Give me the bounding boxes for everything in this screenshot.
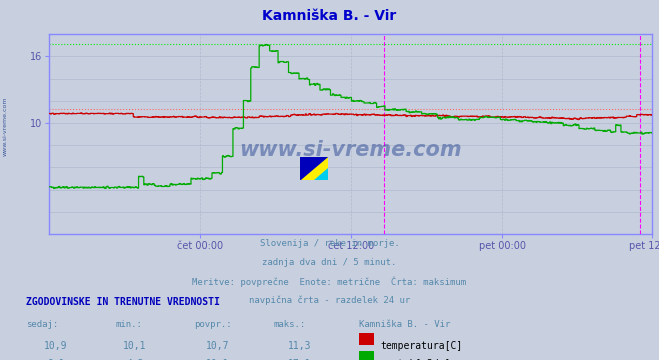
Text: ZGODOVINSKE IN TRENUTNE VREDNOSTI: ZGODOVINSKE IN TRENUTNE VREDNOSTI (26, 297, 220, 307)
Text: 9,1: 9,1 (47, 359, 65, 360)
Text: 10,1: 10,1 (206, 359, 229, 360)
Polygon shape (314, 168, 328, 180)
Text: 11,3: 11,3 (288, 341, 312, 351)
Text: Slovenija / reke in morje.: Slovenija / reke in morje. (260, 239, 399, 248)
Text: www.si-vreme.com: www.si-vreme.com (240, 140, 462, 160)
Text: Meritve: povprečne  Enote: metrične  Črta: maksimum: Meritve: povprečne Enote: metrične Črta:… (192, 277, 467, 287)
Polygon shape (300, 157, 328, 180)
Text: 10,1: 10,1 (123, 341, 147, 351)
Text: sedaj:: sedaj: (26, 320, 59, 329)
Text: zadnja dva dni / 5 minut.: zadnja dva dni / 5 minut. (262, 258, 397, 267)
Text: povpr.:: povpr.: (194, 320, 232, 329)
Text: 10,9: 10,9 (44, 341, 68, 351)
Text: www.si-vreme.com: www.si-vreme.com (3, 96, 8, 156)
Text: Kamniška B. - Vir: Kamniška B. - Vir (359, 320, 451, 329)
Polygon shape (300, 157, 328, 180)
Text: temperatura[C]: temperatura[C] (380, 341, 463, 351)
Text: pretok[m3/s]: pretok[m3/s] (380, 359, 451, 360)
Text: 4,2: 4,2 (127, 359, 144, 360)
Text: navpična črta - razdelek 24 ur: navpična črta - razdelek 24 ur (249, 296, 410, 305)
Text: Kamniška B. - Vir: Kamniška B. - Vir (262, 9, 397, 23)
Text: 10,7: 10,7 (206, 341, 229, 351)
Text: min.:: min.: (115, 320, 142, 329)
Text: maks.:: maks.: (273, 320, 306, 329)
Text: 17,1: 17,1 (288, 359, 312, 360)
